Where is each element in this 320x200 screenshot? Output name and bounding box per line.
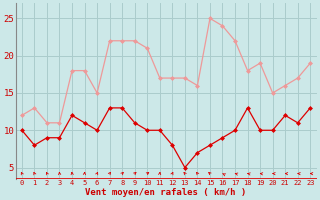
X-axis label: Vent moyen/en rafales ( km/h ): Vent moyen/en rafales ( km/h ) [85, 188, 247, 197]
